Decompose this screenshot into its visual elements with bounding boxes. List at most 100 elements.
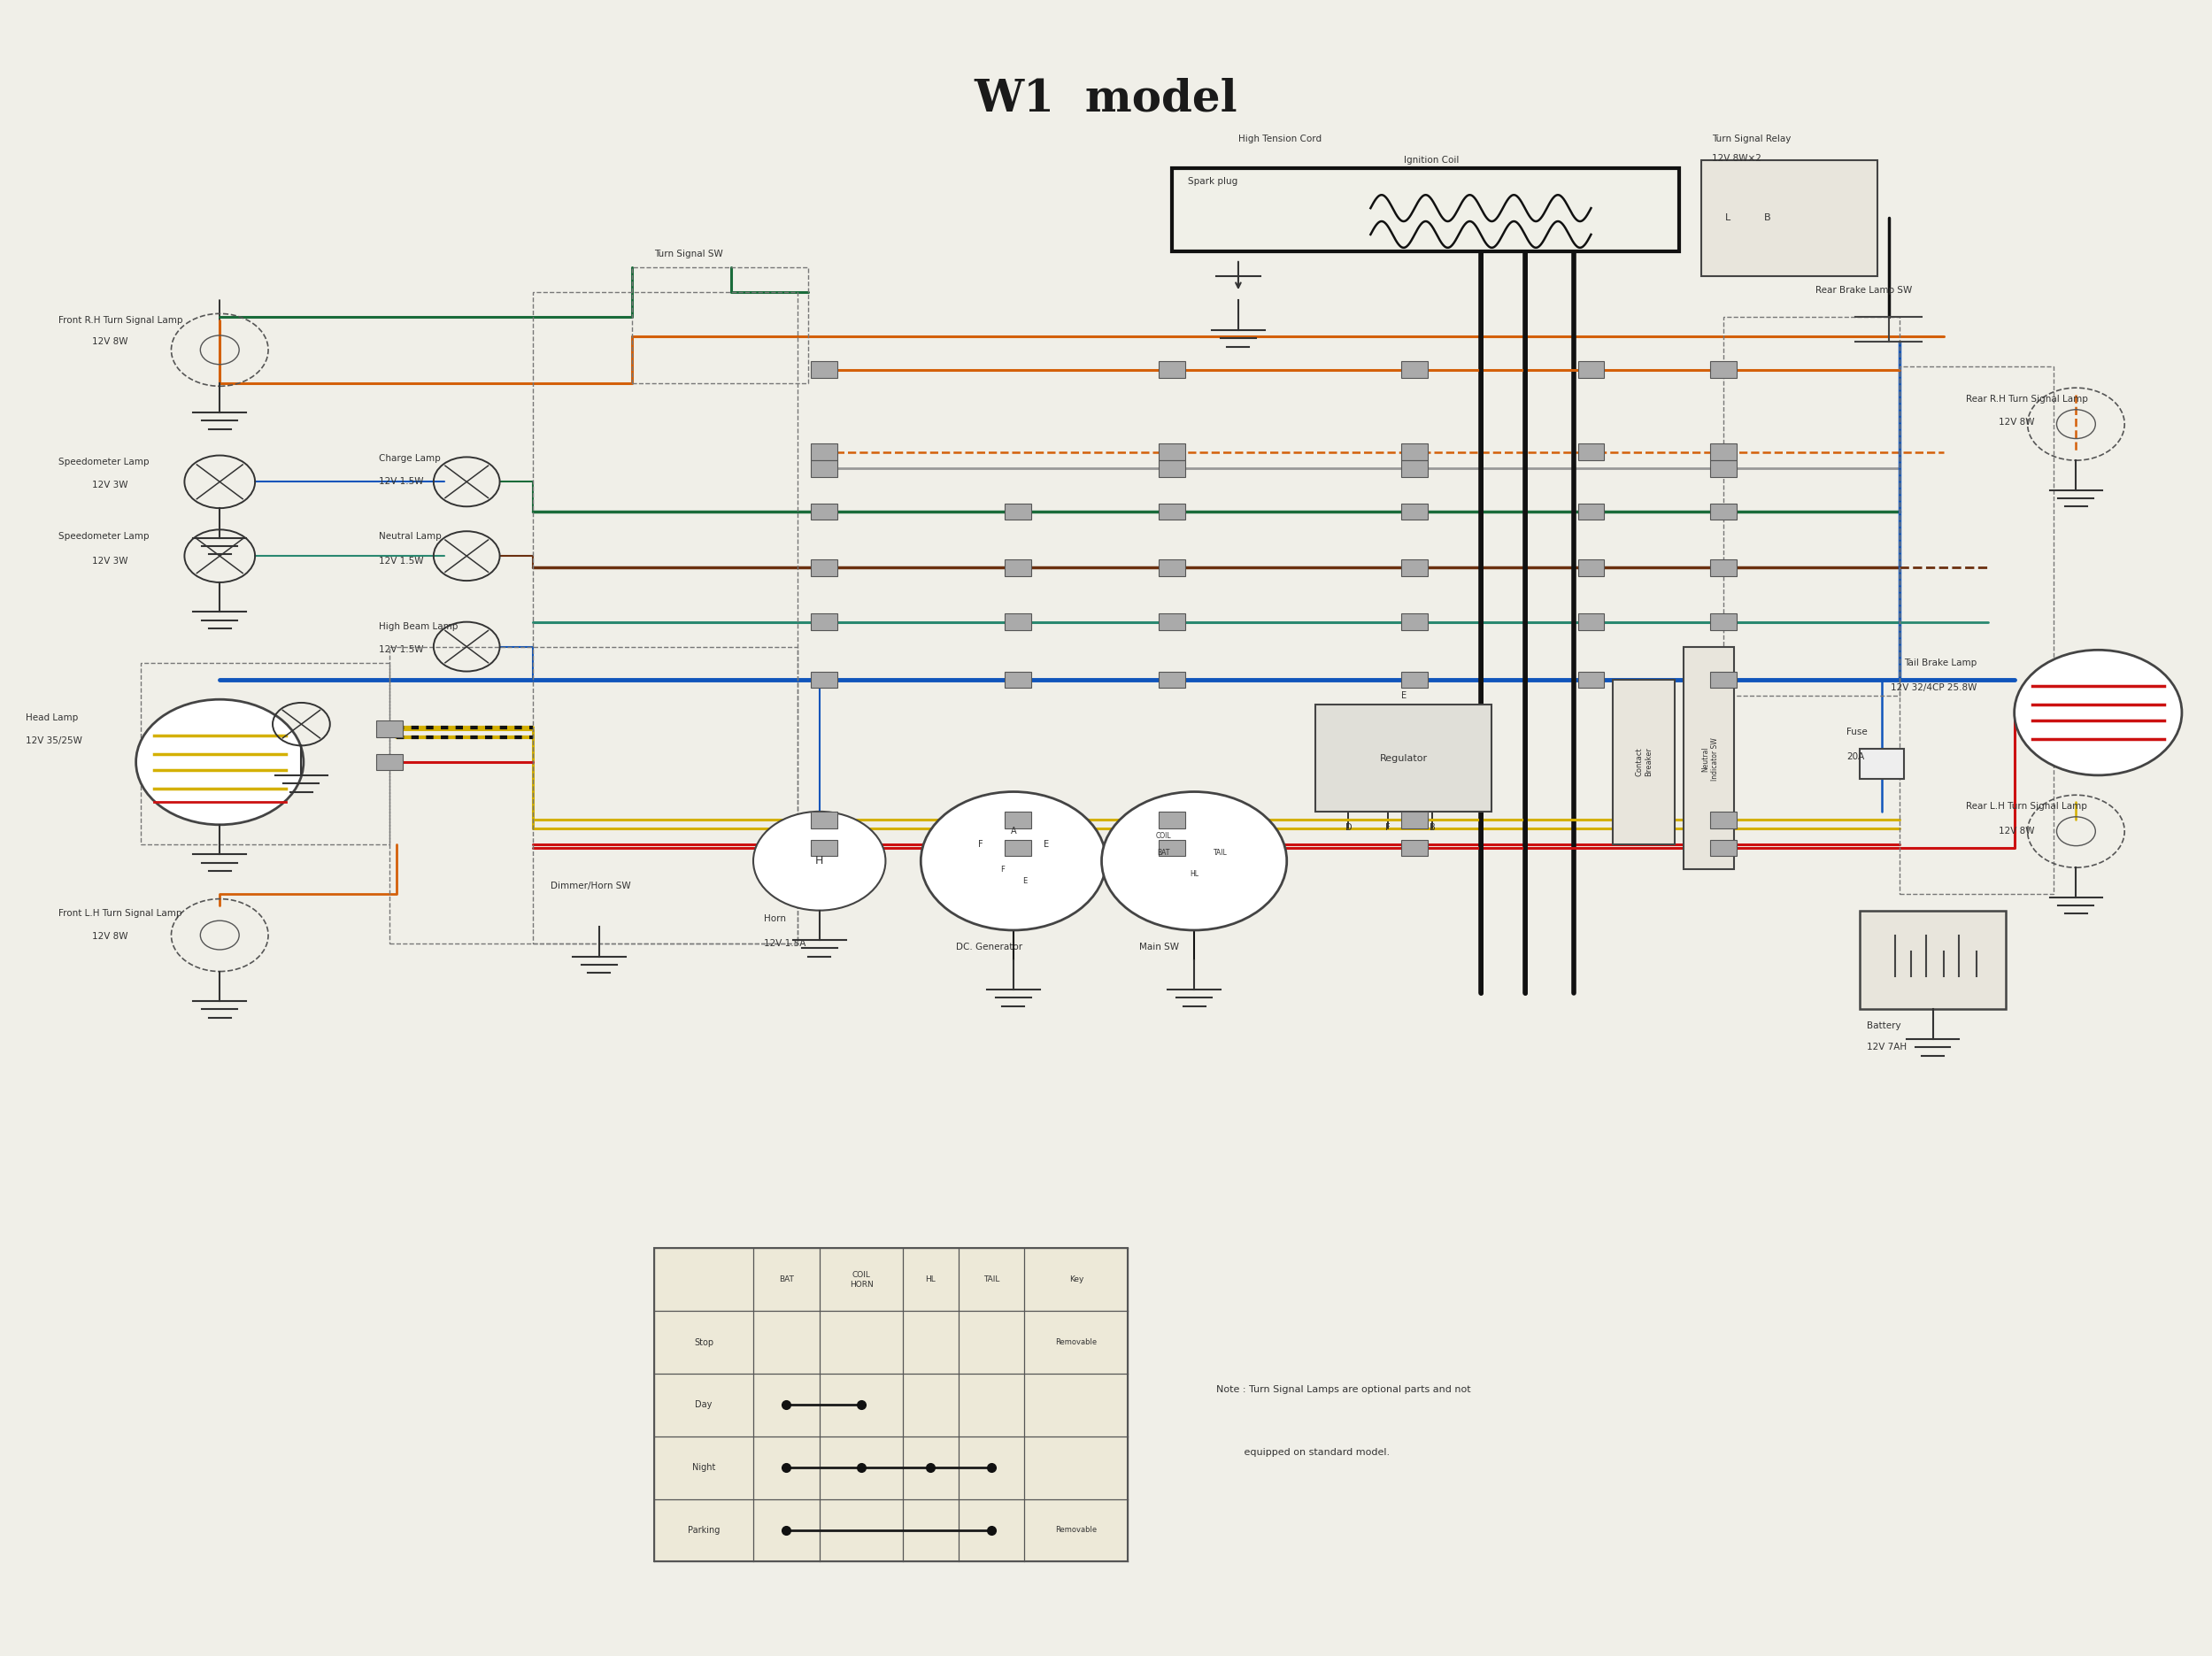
- Text: Turn Signal Relay: Turn Signal Relay: [1712, 134, 1792, 144]
- Bar: [376, 720, 403, 737]
- Bar: [633, 268, 807, 383]
- Circle shape: [1102, 792, 1287, 931]
- Circle shape: [920, 792, 1106, 931]
- Bar: [1402, 811, 1429, 828]
- Bar: [1577, 614, 1604, 631]
- Text: F: F: [1385, 823, 1391, 833]
- Text: W1  model: W1 model: [973, 78, 1239, 121]
- Text: High Tension Cord: High Tension Cord: [1239, 134, 1321, 144]
- Text: Rear L.H Turn Signal Lamp: Rear L.H Turn Signal Lamp: [1966, 802, 2086, 811]
- Text: Head Lamp: Head Lamp: [27, 714, 77, 722]
- Text: 12V 8W×2: 12V 8W×2: [1712, 154, 1761, 162]
- Bar: [1683, 646, 1734, 869]
- Text: Parking: Parking: [688, 1525, 719, 1535]
- Text: B: B: [1429, 823, 1436, 833]
- Bar: [1860, 749, 1905, 778]
- Text: Night: Night: [692, 1464, 714, 1472]
- Bar: [1710, 811, 1736, 828]
- Text: TAIL: TAIL: [982, 1275, 1000, 1283]
- Bar: [810, 444, 836, 460]
- Bar: [1004, 811, 1031, 828]
- Bar: [1004, 671, 1031, 687]
- Text: Turn Signal SW: Turn Signal SW: [655, 250, 723, 258]
- Text: F: F: [978, 840, 982, 850]
- Bar: [810, 811, 836, 828]
- Bar: [1004, 840, 1031, 856]
- Text: Day: Day: [695, 1401, 712, 1409]
- Text: DC. Generator: DC. Generator: [956, 942, 1022, 951]
- Text: Ignition Coil: Ignition Coil: [1405, 156, 1460, 164]
- Bar: [810, 614, 836, 631]
- Text: High Beam Lamp: High Beam Lamp: [378, 623, 458, 631]
- Bar: [1710, 460, 1736, 477]
- Text: Rear Brake Lamp SW: Rear Brake Lamp SW: [1816, 286, 1913, 295]
- Bar: [1402, 560, 1429, 576]
- Text: Dimmer/Horn SW: Dimmer/Horn SW: [551, 881, 630, 891]
- Bar: [376, 753, 403, 770]
- Bar: [1613, 679, 1674, 845]
- Bar: [1900, 366, 2055, 894]
- Bar: [1577, 560, 1604, 576]
- Text: 12V 7AH: 12V 7AH: [1867, 1043, 1907, 1052]
- Bar: [1710, 671, 1736, 687]
- Bar: [810, 840, 836, 856]
- Text: H: H: [816, 854, 823, 866]
- Bar: [1159, 361, 1186, 378]
- Bar: [1402, 503, 1429, 520]
- Bar: [1159, 460, 1186, 477]
- Text: E: E: [1400, 692, 1407, 700]
- Circle shape: [754, 811, 885, 911]
- Bar: [1172, 169, 1679, 252]
- Bar: [1159, 444, 1186, 460]
- Text: L: L: [1725, 214, 1730, 222]
- Bar: [1710, 444, 1736, 460]
- Text: E: E: [1022, 876, 1026, 884]
- Text: Neutral Lamp: Neutral Lamp: [378, 532, 440, 540]
- Bar: [1159, 503, 1186, 520]
- Text: Speedometer Lamp: Speedometer Lamp: [60, 532, 150, 540]
- Bar: [389, 646, 796, 944]
- Text: 12V 32/4CP 25.8W: 12V 32/4CP 25.8W: [1891, 684, 1978, 692]
- Text: Speedometer Lamp: Speedometer Lamp: [60, 457, 150, 467]
- Text: Key: Key: [1068, 1275, 1084, 1283]
- Text: Neutral
Indicator SW: Neutral Indicator SW: [1701, 737, 1719, 780]
- Text: 12V 1.5W: 12V 1.5W: [378, 477, 422, 487]
- Bar: [1723, 316, 1900, 696]
- Bar: [1710, 361, 1736, 378]
- Text: 20A: 20A: [1847, 753, 1865, 762]
- Bar: [1577, 444, 1604, 460]
- Text: A: A: [1011, 826, 1015, 836]
- Bar: [1004, 503, 1031, 520]
- Text: Removable: Removable: [1055, 1338, 1097, 1346]
- Text: Regulator: Regulator: [1380, 755, 1427, 763]
- Bar: [1710, 560, 1736, 576]
- Bar: [810, 460, 836, 477]
- Text: Front R.H Turn Signal Lamp: Front R.H Turn Signal Lamp: [60, 316, 184, 325]
- Text: COIL
HORN: COIL HORN: [849, 1272, 874, 1288]
- Text: 12V 8W: 12V 8W: [2000, 417, 2035, 427]
- Text: 12V 3W: 12V 3W: [93, 556, 128, 565]
- Text: 12V 8W: 12V 8W: [93, 338, 128, 346]
- Text: 12V 8W: 12V 8W: [93, 932, 128, 941]
- Text: Fuse: Fuse: [1847, 729, 1867, 737]
- Bar: [1316, 704, 1491, 811]
- Circle shape: [135, 699, 303, 825]
- Bar: [810, 503, 836, 520]
- Text: 12V 1.5A: 12V 1.5A: [765, 939, 805, 947]
- Bar: [1402, 444, 1429, 460]
- Text: TAIL: TAIL: [1214, 850, 1228, 856]
- Bar: [810, 361, 836, 378]
- Bar: [1159, 614, 1186, 631]
- Text: 12V 8W: 12V 8W: [2000, 826, 2035, 836]
- Text: HL: HL: [1190, 869, 1199, 878]
- Text: B: B: [1763, 214, 1772, 222]
- Text: Charge Lamp: Charge Lamp: [378, 454, 440, 464]
- Text: BAT: BAT: [1157, 850, 1170, 856]
- Text: Battery: Battery: [1867, 1022, 1900, 1030]
- Text: Horn: Horn: [765, 914, 787, 922]
- Bar: [1710, 614, 1736, 631]
- Bar: [1159, 560, 1186, 576]
- Bar: [1159, 811, 1186, 828]
- Bar: [810, 560, 836, 576]
- Text: Main SW: Main SW: [1139, 942, 1179, 951]
